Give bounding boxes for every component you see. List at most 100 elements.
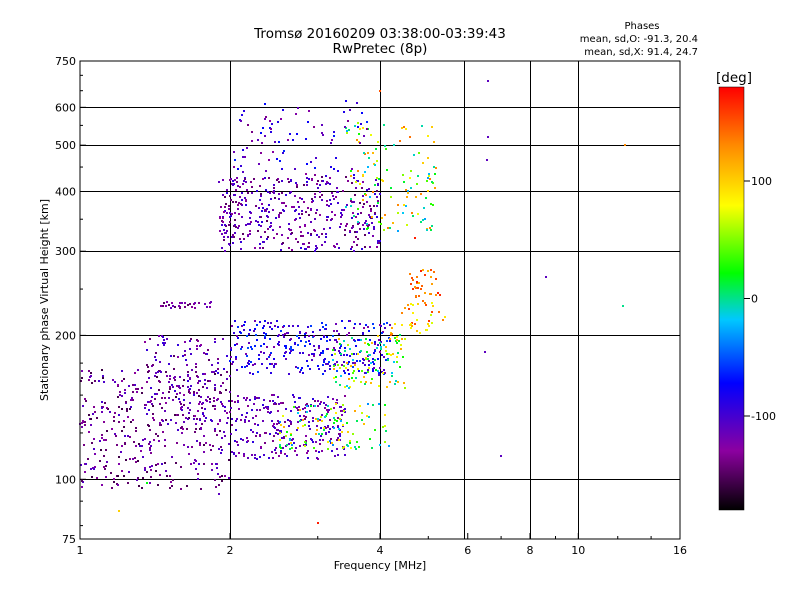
data-point (340, 223, 342, 225)
data-point (232, 180, 234, 182)
data-point (247, 235, 249, 237)
data-point (363, 327, 365, 329)
data-point (338, 439, 340, 441)
data-point (368, 360, 370, 362)
data-point (319, 419, 321, 421)
data-point (252, 364, 254, 366)
data-point (264, 209, 266, 211)
data-point (259, 434, 261, 436)
data-point (313, 447, 315, 449)
data-point (319, 191, 321, 193)
data-point (178, 385, 180, 387)
data-point (381, 217, 383, 219)
data-point (394, 383, 396, 385)
data-point (276, 423, 278, 425)
data-point (322, 352, 324, 354)
data-point (330, 219, 332, 221)
data-point (183, 399, 185, 401)
data-point (360, 381, 362, 383)
data-point (378, 403, 380, 405)
data-point (263, 399, 265, 401)
data-point (258, 224, 260, 226)
data-point (375, 369, 377, 371)
data-point (307, 326, 309, 328)
data-point (103, 421, 105, 423)
data-point (393, 361, 395, 363)
data-point (179, 302, 181, 304)
data-point (285, 347, 287, 349)
data-point (406, 224, 408, 226)
data-point (304, 424, 306, 426)
data-point (364, 372, 366, 374)
data-point (279, 444, 281, 446)
data-point (316, 247, 318, 249)
data-point (231, 213, 233, 215)
data-point (351, 182, 353, 184)
data-point (124, 389, 126, 391)
data-point (263, 454, 265, 456)
data-point (400, 344, 402, 346)
data-point (256, 339, 258, 341)
data-point (382, 180, 384, 182)
data-point (244, 197, 246, 199)
data-point (392, 222, 394, 224)
data-point (272, 457, 274, 459)
data-point (162, 342, 164, 344)
data-point (239, 186, 241, 188)
data-point (100, 449, 102, 451)
data-point (399, 140, 401, 142)
data-point (272, 440, 274, 442)
data-point (270, 225, 272, 227)
data-point (110, 472, 112, 474)
data-point (186, 428, 188, 430)
data-point (285, 205, 287, 207)
data-point (221, 449, 223, 451)
data-point (335, 196, 337, 198)
data-point (191, 446, 193, 448)
data-point (376, 347, 378, 349)
data-point (319, 403, 321, 405)
data-point (229, 360, 231, 362)
data-point (325, 433, 327, 435)
data-point (94, 411, 96, 413)
data-point (226, 230, 228, 232)
data-point (169, 375, 171, 377)
data-point (306, 452, 308, 454)
data-point (302, 352, 304, 354)
data-point (354, 410, 356, 412)
data-point (350, 248, 352, 250)
data-point (221, 475, 223, 477)
data-point (389, 340, 391, 342)
data-point (273, 358, 275, 360)
data-point (332, 349, 334, 351)
data-point (102, 377, 104, 379)
data-point (172, 479, 174, 481)
data-point (397, 381, 399, 383)
data-point (382, 426, 384, 428)
data-point (278, 214, 280, 216)
data-point (280, 447, 282, 449)
data-point (82, 420, 84, 422)
data-point (427, 190, 429, 192)
data-point (193, 391, 195, 393)
data-point (270, 198, 272, 200)
colorbar-tick-label: -100 (751, 410, 776, 423)
data-point (368, 344, 370, 346)
data-point (319, 354, 321, 356)
data-point (130, 406, 132, 408)
data-point (183, 404, 185, 406)
data-point (356, 231, 358, 233)
data-point (153, 439, 155, 441)
data-point (183, 394, 185, 396)
data-point (340, 216, 342, 218)
data-point (117, 484, 119, 486)
data-point (295, 366, 297, 368)
data-point (202, 413, 204, 415)
data-point (228, 443, 230, 445)
data-point (327, 448, 329, 450)
data-point (360, 212, 362, 214)
data-point (256, 397, 258, 399)
data-point (289, 133, 291, 135)
data-point (311, 179, 313, 181)
data-point (294, 195, 296, 197)
